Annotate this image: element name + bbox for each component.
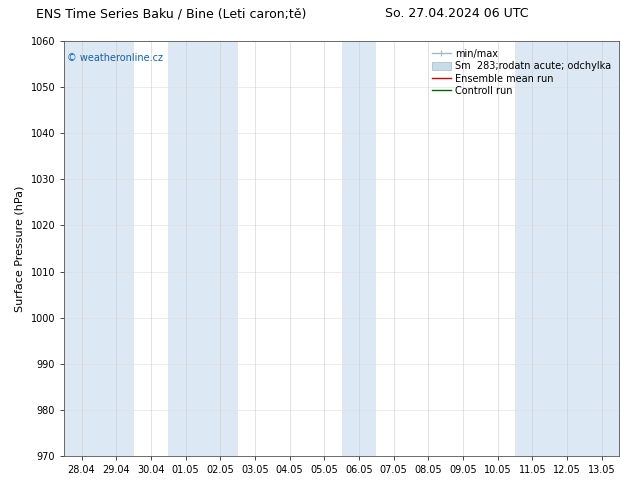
Bar bbox=[515, 41, 619, 456]
Bar bbox=[342, 41, 376, 456]
Text: © weatheronline.cz: © weatheronline.cz bbox=[67, 53, 163, 64]
Text: So. 27.04.2024 06 UTC: So. 27.04.2024 06 UTC bbox=[385, 7, 528, 21]
Bar bbox=[168, 41, 238, 456]
Bar bbox=[64, 41, 134, 456]
Text: ENS Time Series Baku / Bine (Leti caron;tě): ENS Time Series Baku / Bine (Leti caron;… bbox=[36, 7, 306, 21]
Y-axis label: Surface Pressure (hPa): Surface Pressure (hPa) bbox=[15, 185, 25, 312]
Legend: min/max, Sm  283;rodatn acute; odchylka, Ensemble mean run, Controll run: min/max, Sm 283;rodatn acute; odchylka, … bbox=[429, 46, 614, 99]
